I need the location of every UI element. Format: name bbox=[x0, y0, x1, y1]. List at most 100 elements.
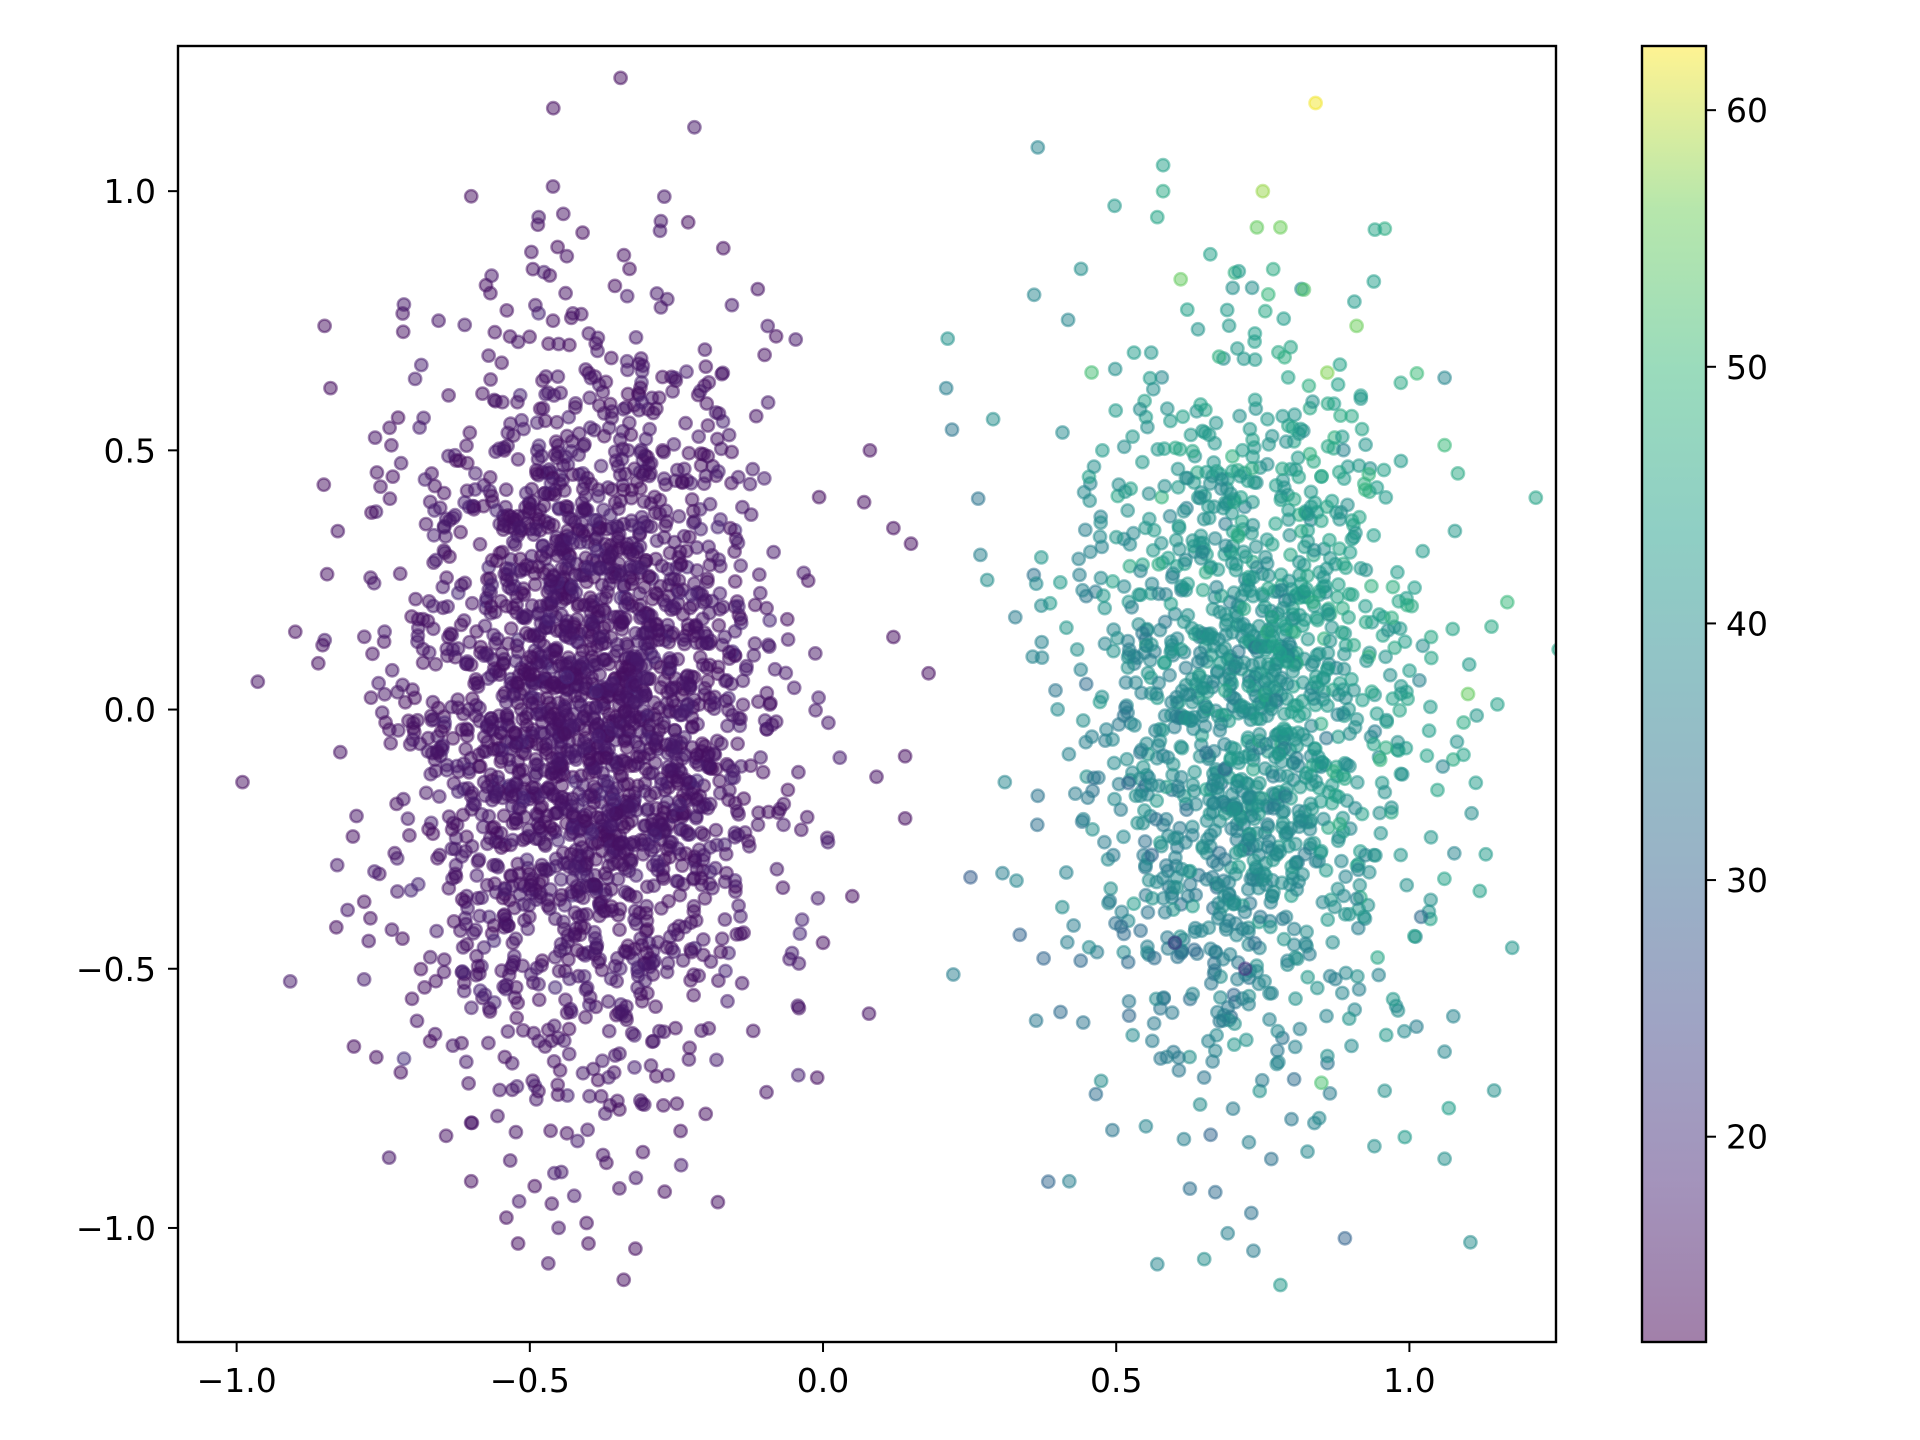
data-point bbox=[660, 955, 676, 971]
data-point bbox=[607, 958, 623, 974]
data-point bbox=[1320, 438, 1336, 454]
data-point bbox=[1164, 569, 1180, 585]
data-point bbox=[432, 847, 448, 863]
data-point bbox=[330, 523, 346, 539]
data-point bbox=[550, 1087, 566, 1103]
data-point bbox=[1430, 782, 1445, 798]
data-point bbox=[1245, 449, 1261, 465]
data-point bbox=[1484, 619, 1499, 634]
data-point bbox=[486, 819, 502, 835]
data-point bbox=[543, 710, 558, 726]
data-point bbox=[557, 801, 573, 817]
data-point bbox=[532, 1412, 544, 1424]
data-point bbox=[682, 1040, 697, 1056]
data-point bbox=[1270, 1023, 1286, 1039]
data-point bbox=[674, 475, 690, 491]
data-point bbox=[1113, 802, 1129, 817]
data-point bbox=[544, 735, 559, 750]
data-point bbox=[571, 909, 586, 925]
data-point bbox=[811, 690, 826, 706]
data-point bbox=[1093, 515, 1109, 530]
data-point bbox=[1275, 461, 1290, 477]
data-point bbox=[550, 369, 566, 384]
data-point bbox=[494, 750, 510, 766]
data-point bbox=[1276, 931, 1292, 947]
data-point bbox=[407, 690, 423, 706]
data-point bbox=[731, 898, 746, 913]
data-point bbox=[1170, 461, 1186, 477]
data-point bbox=[1224, 821, 1240, 836]
data-point bbox=[1257, 973, 1273, 989]
data-point bbox=[598, 590, 614, 606]
data-point bbox=[382, 491, 398, 507]
data-point bbox=[485, 741, 501, 757]
data-point bbox=[596, 428, 612, 444]
data-point bbox=[1306, 542, 1322, 558]
data-point bbox=[537, 861, 552, 877]
data-point bbox=[668, 373, 684, 389]
data-point bbox=[1419, 748, 1435, 764]
data-point bbox=[1423, 829, 1439, 845]
data-point bbox=[667, 723, 683, 738]
data-point bbox=[1185, 827, 1200, 843]
data-point bbox=[1308, 774, 1324, 789]
data-point bbox=[1233, 811, 1249, 827]
data-point bbox=[1126, 345, 1142, 360]
data-point bbox=[1246, 1243, 1261, 1259]
data-point bbox=[555, 845, 571, 861]
data-point bbox=[1320, 603, 1335, 618]
data-point bbox=[452, 923, 468, 938]
data-point bbox=[698, 359, 714, 374]
data-point bbox=[1324, 493, 1340, 509]
data-point bbox=[613, 567, 629, 583]
data-point bbox=[463, 1173, 479, 1189]
data-point bbox=[1197, 425, 1213, 440]
data-point bbox=[710, 431, 725, 447]
data-point bbox=[1187, 709, 1202, 725]
data-point bbox=[697, 891, 713, 906]
data-point bbox=[1342, 545, 1358, 560]
data-point bbox=[718, 846, 734, 862]
data-point bbox=[454, 891, 470, 907]
data-point bbox=[684, 944, 699, 960]
colorbar: 20 30 40 50 60 bbox=[1640, 44, 1768, 1344]
data-point bbox=[711, 973, 726, 989]
data-point bbox=[315, 637, 330, 653]
data-point bbox=[537, 1039, 553, 1054]
data-point bbox=[578, 879, 594, 894]
data-point bbox=[346, 1039, 362, 1054]
data-point bbox=[541, 611, 557, 627]
data-point bbox=[1093, 570, 1109, 586]
data-point bbox=[1071, 551, 1087, 567]
data-point bbox=[1144, 1033, 1160, 1049]
data-point bbox=[1059, 934, 1075, 950]
data-point bbox=[1437, 437, 1453, 453]
data-point bbox=[511, 1194, 527, 1209]
data-point bbox=[1149, 209, 1165, 225]
data-point bbox=[1390, 564, 1405, 580]
data-point bbox=[413, 357, 429, 373]
data-point bbox=[1249, 219, 1265, 235]
data-point bbox=[616, 401, 631, 417]
data-point bbox=[1097, 600, 1113, 616]
data-point bbox=[395, 324, 411, 340]
data-point bbox=[1468, 775, 1484, 791]
data-point bbox=[1315, 894, 1331, 910]
data-point bbox=[383, 437, 399, 453]
data-point bbox=[666, 436, 682, 452]
data-point bbox=[1211, 896, 1226, 911]
data-point bbox=[1186, 942, 1202, 958]
data-point bbox=[1120, 660, 1136, 675]
data-point bbox=[820, 834, 836, 850]
data-point bbox=[641, 836, 656, 852]
data-point bbox=[607, 444, 623, 460]
data-point bbox=[545, 100, 561, 116]
data-point bbox=[677, 730, 692, 745]
data-point bbox=[1291, 554, 1307, 570]
data-point bbox=[790, 1067, 806, 1083]
data-point bbox=[633, 442, 649, 458]
data-point bbox=[1316, 811, 1331, 827]
data-point bbox=[581, 752, 597, 768]
data-point bbox=[903, 536, 919, 552]
data-point bbox=[1366, 274, 1382, 289]
